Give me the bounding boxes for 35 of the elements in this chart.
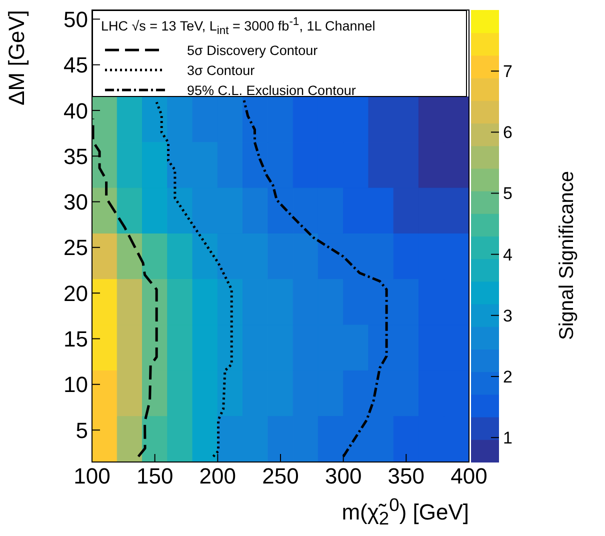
color-bar-label: 2 xyxy=(503,367,512,386)
color-bar-label: 1 xyxy=(503,428,512,448)
x-tick-label: 400 xyxy=(450,464,488,489)
y-tick-label: 45 xyxy=(64,52,88,78)
x-tick-label: 250 xyxy=(262,464,299,489)
color-bar-label: 5 xyxy=(503,184,512,204)
legend-label: 5σ Discovery Contour xyxy=(187,42,318,58)
y-tick-label: 5 xyxy=(76,418,88,443)
y-tick-label: 40 xyxy=(64,98,88,124)
line-series xyxy=(155,100,233,458)
y-tick-label: 35 xyxy=(64,144,88,169)
y-axis-title: ΔM [GeV] xyxy=(4,10,30,106)
color-bar-label: 4 xyxy=(503,245,512,264)
y-tick-label: 10 xyxy=(64,372,88,398)
x-tick-label: 350 xyxy=(388,464,425,489)
colour-scale: 1 2 3 4 5 6 7 xyxy=(471,10,512,462)
line-series xyxy=(242,99,388,458)
color-bar-label: 3 xyxy=(503,306,512,326)
color-bar-title: Signal Significance xyxy=(556,171,579,340)
x-tick-label: 200 xyxy=(199,464,236,489)
x-tick-label: 150 xyxy=(136,464,174,489)
legend-label: 95% C.L. Exclusion Contour xyxy=(187,82,356,98)
color-bar-label: 6 xyxy=(503,123,512,142)
y-tick-label: 30 xyxy=(64,190,88,215)
x-tick-label: 100 xyxy=(74,464,110,489)
x-axis-title: m(χ̃$_{2}$$^{0}$) [GeV] xyxy=(342,494,469,530)
line-series xyxy=(92,117,158,458)
y-tick-label: 15 xyxy=(64,326,88,352)
y-tick-label: 50 xyxy=(64,6,88,32)
legend-title: LHC √s = 13 TeV, L$_{int}$ = 3000 fb$^{-1}$, 1L Channel xyxy=(101,15,376,40)
legend-label: 3σ Contour xyxy=(187,62,255,78)
y-tick-label: 20 xyxy=(64,280,88,306)
x-tick-label: 300 xyxy=(324,464,362,489)
y-tick-label: 25 xyxy=(64,235,88,260)
color-bar-label: 7 xyxy=(503,62,512,82)
